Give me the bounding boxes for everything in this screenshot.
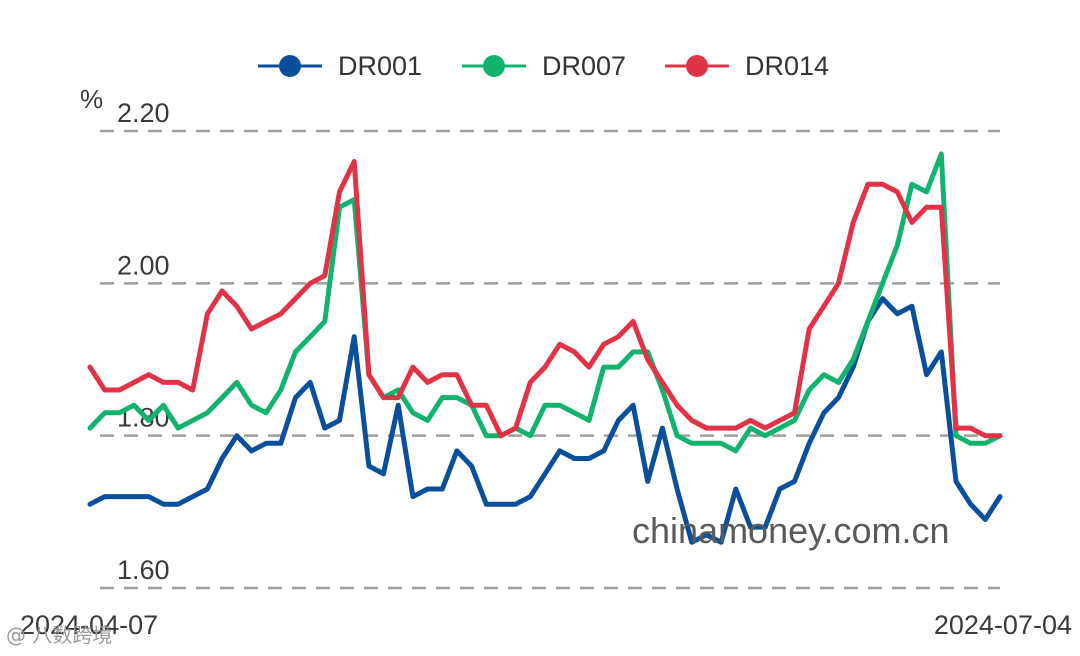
y-axis-unit: % xyxy=(80,84,103,114)
legend-marker-dr007 xyxy=(483,55,505,77)
series-line-dr007 xyxy=(87,151,1003,454)
watermark-site: chinamoney.com.cn xyxy=(632,510,949,551)
x-axis-tick-labels: 2024-04-07 2024-07-04 xyxy=(20,610,1072,640)
y-tick-label: 2.00 xyxy=(117,250,170,280)
legend-label-dr007: DR007 xyxy=(542,51,626,81)
watermark-overlay: @ 八数跨境 xyxy=(6,623,112,647)
legend-marker-dr014 xyxy=(686,55,708,77)
legend-label-dr001: DR001 xyxy=(338,51,422,81)
grid-lines xyxy=(100,129,1000,590)
x-tick-label-start: 2024-04-07 xyxy=(20,610,158,640)
x-tick-label-end: 2024-07-04 xyxy=(934,610,1072,640)
y-tick-label: 1.60 xyxy=(117,555,170,585)
y-axis-tick-labels: 2.202.001.801.60 xyxy=(117,98,170,585)
legend-label-dr014: DR014 xyxy=(745,51,829,81)
legend-marker-dr001 xyxy=(279,55,301,77)
series-line-dr001 xyxy=(87,296,1003,545)
legend: DR001 DR007 DR014 xyxy=(258,51,829,81)
series-lines xyxy=(87,151,1003,545)
y-tick-label: 2.20 xyxy=(117,98,170,128)
series-line-dr014 xyxy=(87,159,1003,439)
